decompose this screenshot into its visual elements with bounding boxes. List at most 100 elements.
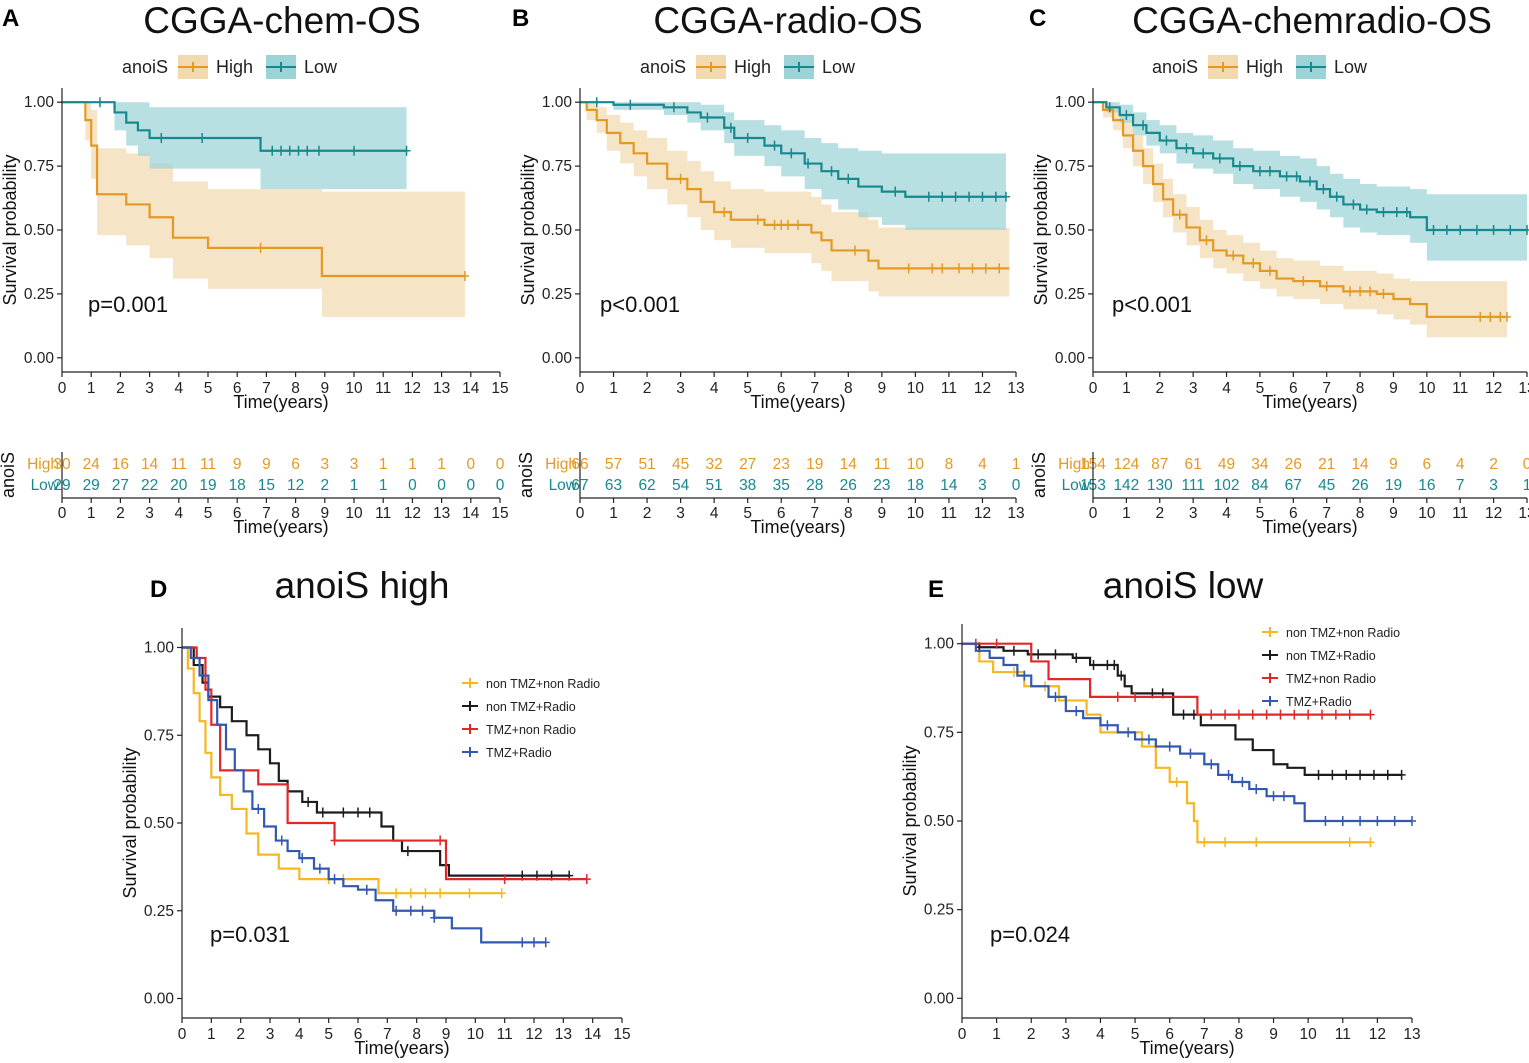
censor-mark-low [1265, 166, 1274, 177]
censor-mark-low [1489, 225, 1498, 235]
risk-x-tick-label: 11 [375, 505, 391, 522]
risk-count: 61 [1185, 456, 1202, 473]
censor-mark-low [1402, 207, 1411, 218]
censor-mark-low [1282, 171, 1291, 182]
risk-count: 45 [672, 456, 689, 473]
risk-x-tick-label: 9 [320, 505, 329, 522]
censor-mark-tmz-radio [392, 905, 401, 916]
censor-mark-tmz-non-radio [1248, 709, 1257, 720]
censor-mark-low [1235, 161, 1244, 172]
risk-count: 3 [350, 456, 359, 473]
risk-x-tick-label: 4 [1222, 505, 1231, 522]
x-tick-label: 1 [1122, 380, 1131, 397]
legend-line [1262, 696, 1278, 706]
risk-x-tick-label: 8 [844, 505, 853, 522]
risk-count: 2 [1489, 456, 1498, 473]
censor-mark-non-tmz-radio [1034, 649, 1043, 660]
x-tick-label: 1 [207, 1026, 216, 1043]
risk-count: 51 [706, 477, 723, 494]
censor-mark-tmz-non-radio [1131, 691, 1140, 702]
x-tick-label: 7 [383, 1026, 392, 1043]
censor-mark-low [991, 191, 1000, 202]
x-tick-label: 8 [412, 1026, 421, 1043]
legend-line [462, 678, 478, 688]
risk-count: 26 [840, 477, 857, 494]
censor-mark-tmz-radio [1252, 784, 1261, 795]
ci-band-low [62, 102, 407, 190]
censor-mark-non-tmz-radio [1179, 709, 1188, 720]
risk-count: 38 [739, 477, 756, 494]
censor-mark-tmz-non-radio [500, 874, 509, 885]
y-tick-label: 0.75 [1055, 158, 1085, 175]
risk-x-tick-label: 12 [404, 505, 421, 522]
censor-mark-low [314, 145, 323, 156]
x-tick-label: 15 [491, 380, 508, 397]
curve-high [580, 101, 1010, 270]
censor-mark-tmz-radio [1165, 741, 1174, 752]
censor-mark-tmz-non-radio [1234, 709, 1243, 720]
censor-mark-tmz-radio [1338, 816, 1347, 826]
censor-mark-low [1292, 171, 1301, 182]
censor-mark-non-tmz-non-radio [1366, 837, 1375, 848]
x-tick-label: 12 [525, 1026, 542, 1043]
legend-label: Low [304, 57, 338, 77]
censor-mark-high [777, 219, 786, 230]
risk-row-label: High [545, 456, 577, 473]
censor-mark-tmz-radio [1373, 816, 1382, 826]
censor-mark-low [157, 132, 166, 143]
censor-mark-low [1215, 153, 1224, 164]
risk-count: 3 [320, 456, 329, 473]
legend-label: non TMZ+Radio [1286, 649, 1376, 663]
risk-count: 6 [1423, 456, 1432, 473]
risk-count: 4 [1456, 456, 1465, 473]
censor-mark-high [1202, 235, 1211, 246]
x-tick-label: 0 [576, 380, 585, 397]
risk-x-tick-label: 4 [174, 505, 183, 522]
censor-mark-high [904, 263, 913, 274]
risk-x-tick-label: 5 [1256, 505, 1265, 522]
censor-mark-low [938, 191, 947, 202]
risk-x-tick-label: 11 [1452, 505, 1468, 522]
x-tick-label: 11 [1335, 1026, 1351, 1043]
censor-mark-non-tmz-radio [1328, 769, 1337, 780]
censor-mark-tmz-non-radio [1318, 709, 1326, 720]
censor-mark-non-tmz-non-radio [406, 888, 415, 899]
risk-count: 1 [1012, 456, 1021, 473]
x-tick-label: 13 [1007, 380, 1024, 397]
censor-mark-low [891, 186, 900, 197]
risk-axis-label: anoiS [1029, 452, 1049, 498]
censor-mark-non-tmz-radio [318, 807, 327, 818]
censor-mark-high [1229, 250, 1238, 261]
risk-x-tick-label: 12 [1485, 505, 1502, 522]
risk-x-tick-label: 6 [777, 505, 786, 522]
risk-axis-label: anoiS [0, 452, 18, 498]
legend-line [178, 62, 208, 72]
y-tick-label: 1.00 [1055, 94, 1086, 111]
y-tick-label: 0.75 [924, 724, 954, 741]
x-tick-label: 10 [467, 1026, 485, 1043]
risk-x-tick-label: 14 [462, 505, 480, 522]
x-tick-label: 3 [1062, 1026, 1071, 1043]
censor-mark-high [1175, 209, 1184, 220]
x-tick-label: 12 [1485, 380, 1502, 397]
risk-row-label: Low [549, 477, 578, 494]
x-tick-label: 5 [1256, 380, 1265, 397]
censor-mark-high [794, 219, 802, 230]
censor-mark-tmz-radio [1124, 727, 1133, 738]
legend-title: anoiS [122, 57, 168, 77]
risk-count: 4 [978, 456, 987, 473]
x-tick-label: 10 [907, 380, 925, 397]
risk-x-tick-label: 7 [810, 505, 819, 522]
censor-mark-non-tmz-radio [403, 846, 412, 857]
censor-mark-tmz-radio [1072, 706, 1081, 717]
x-tick-label: 3 [676, 380, 685, 397]
legend-label: Low [822, 57, 856, 77]
risk-x-tick-label: 3 [145, 505, 154, 522]
risk-count: 9 [233, 456, 242, 473]
x-tick-label: 5 [1131, 1026, 1140, 1043]
censor-mark-tmz-non-radio [1290, 709, 1299, 720]
